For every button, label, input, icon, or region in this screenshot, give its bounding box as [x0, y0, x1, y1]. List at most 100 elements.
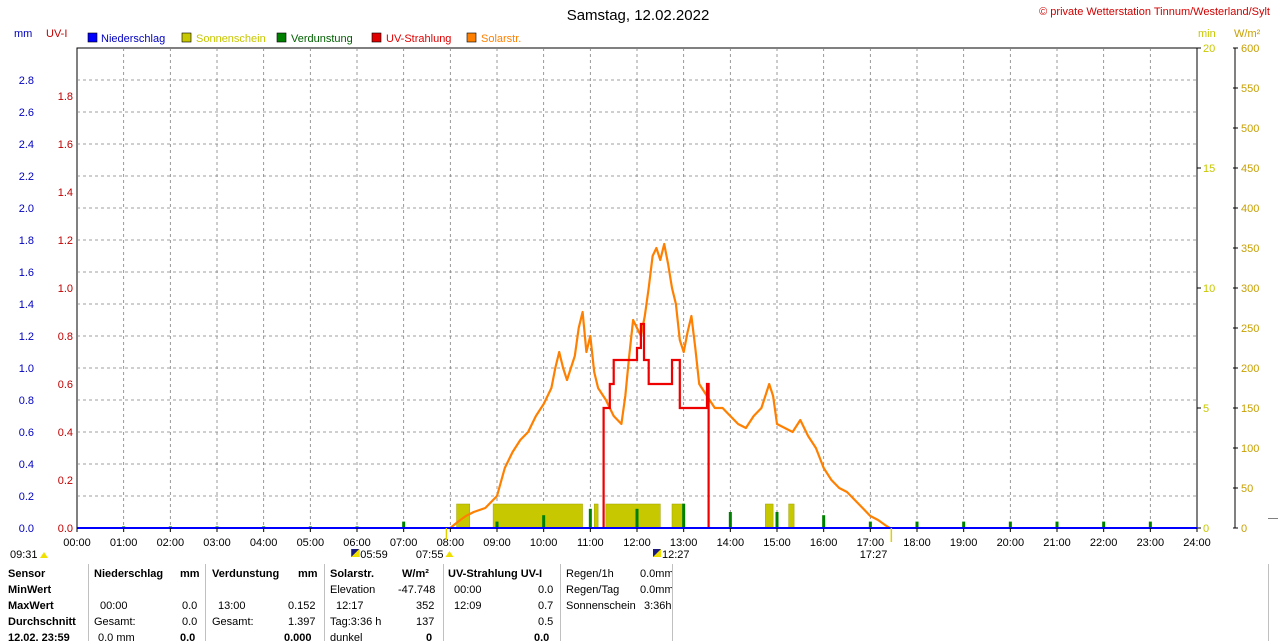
sunshine-series — [456, 503, 795, 529]
tick-label-wm2: 300 — [1241, 283, 1259, 295]
uv-header: UV-Strahlung UV-I — [448, 568, 543, 580]
tick-label-uvi: 0.2 — [58, 475, 73, 487]
column-separator — [88, 564, 89, 641]
sunrise-icon — [445, 551, 454, 557]
uv-max-time: 12:09 — [454, 600, 482, 612]
tick-label-min: 0 — [1203, 523, 1209, 535]
legend-label-niederschlag: Niederschlag — [101, 33, 165, 45]
tick-label-mm: 2.4 — [19, 139, 34, 151]
tick-label-wm2: 200 — [1241, 363, 1259, 375]
tick-label-time: 01:00 — [110, 537, 138, 549]
evaporation-spike — [962, 521, 966, 528]
evaporation-spike — [542, 515, 546, 528]
tick-label-time: 04:00 — [250, 537, 278, 549]
copyright-note: © private Wetterstation Tinnum/Westerlan… — [1039, 6, 1270, 18]
regen-1h-label: Regen/1h — [566, 568, 614, 580]
sensor-timestamp: 12.02. 23:59 — [8, 632, 70, 644]
tick-label-uvi: 0.0 — [58, 523, 73, 535]
tick-label-mm: 1.8 — [19, 235, 34, 247]
solar-unit: W/m² — [402, 568, 429, 580]
tick-label-time: 02:00 — [157, 537, 185, 549]
legend-label-sonnenschein: Sonnenschein — [196, 33, 266, 45]
uv-current-value: 0.0 — [534, 632, 550, 644]
axis-time-ticks: 00:00 01:00 02:00 03:00 04:00 05:00 06:00 07:00… — [63, 528, 1211, 549]
column-separator — [205, 564, 206, 641]
tick-label-time: 18:00 — [903, 537, 931, 549]
twilight-time-label: 05:59 — [360, 549, 388, 561]
sensor-maxwert: MaxWert — [8, 600, 54, 612]
column-separator — [324, 564, 325, 641]
solar-elevation-label: Elevation — [330, 584, 376, 596]
evaporation-spike — [915, 521, 919, 528]
half-sun-icon — [653, 549, 661, 557]
verdunstung-header: Verdunstung — [212, 568, 280, 580]
verdunstung-gesamt-label: Gesamt: — [212, 616, 254, 628]
tick-label-wm2: 150 — [1241, 403, 1259, 415]
regen-tag-label: Regen/Tag — [566, 584, 620, 596]
legend-label-uv: UV-Strahlung — [386, 33, 451, 45]
evaporation-spike — [728, 512, 732, 528]
column-separator — [560, 564, 561, 641]
tick-label-time: 15:00 — [763, 537, 791, 549]
tick-label-mm: 0.8 — [19, 395, 34, 407]
solar-current-label: dunkel — [330, 632, 363, 644]
legend-label-verdunstung: Verdunstung — [291, 33, 353, 45]
column-separator — [443, 564, 444, 641]
niederschlag-max-value: 0.0 — [182, 600, 198, 612]
verdunstung-unit: mm — [298, 568, 318, 580]
tick-label-time: 17:00 — [857, 537, 885, 549]
evaporation-spike — [495, 521, 499, 528]
uv-max-value: 0.7 — [538, 600, 554, 612]
niederschlag-header: Niederschlag — [94, 568, 164, 580]
niederschlag-unit: mm — [180, 568, 200, 580]
half-sun-icon — [351, 549, 360, 557]
tick-label-time: 14:00 — [717, 537, 745, 549]
tick-label-wm2: 50 — [1241, 483, 1253, 495]
tick-label-min: 5 — [1203, 403, 1209, 415]
axis-unit-wm2: W/m² — [1234, 28, 1261, 40]
tick-label-wm2: 550 — [1241, 83, 1259, 95]
solar-series — [449, 242, 891, 529]
tick-label-mm: 2.2 — [19, 171, 34, 183]
legend-swatch-uv — [371, 32, 382, 43]
tick-label-time: 24:00 — [1183, 537, 1211, 549]
tick-label-time: 07:00 — [390, 537, 418, 549]
uv-series — [602, 322, 710, 528]
evaporation-spike — [1008, 521, 1012, 528]
uv-min-value: 0.0 — [538, 584, 554, 596]
tick-label-wm2: 500 — [1241, 123, 1259, 135]
tick-label-time: 03:00 — [203, 537, 231, 549]
sunshine-bar — [605, 503, 661, 529]
tick-label-wm2: 0 — [1241, 523, 1247, 535]
chart-title: Samstag, 12.02.2022 — [567, 7, 710, 24]
tick-label-uvi: 1.0 — [58, 283, 73, 295]
evaporation-spike — [588, 508, 592, 528]
uv-line — [602, 322, 710, 528]
axis-unit-uvi: UV-I — [46, 28, 67, 40]
tick-label-mm: 2.0 — [19, 203, 34, 215]
summary-table: Sensor MinWert MaxWert Durchschnitt 12.0… — [0, 562, 1280, 644]
solar-day-label: Tag:3:36 h — [330, 616, 382, 628]
tick-label-min: 10 — [1203, 283, 1215, 295]
tick-label-time: 16:00 — [810, 537, 838, 549]
tick-label-wm2: 100 — [1241, 443, 1259, 455]
sensor-durchschnitt: Durchschnitt — [8, 616, 76, 628]
evaporation-spike — [1055, 521, 1059, 528]
sunshine-bar — [765, 503, 774, 529]
niederschlag-gesamt-value: 0.0 — [182, 616, 198, 628]
niederschlag-max-time: 00:00 — [100, 600, 128, 612]
tick-label-mm: 0.4 — [19, 459, 34, 471]
tick-label-uvi: 0.4 — [58, 427, 73, 439]
tick-label-time: 12:00 — [623, 537, 651, 549]
sonnenschein-value: 3:36h — [644, 600, 672, 612]
tick-label-min: 15 — [1203, 163, 1215, 175]
uv-min-time: 00:00 — [454, 584, 482, 596]
tick-label-time: 20:00 — [997, 537, 1025, 549]
scroll-marker[interactable] — [1268, 518, 1278, 519]
tick-label-time: 00:00 — [63, 537, 91, 549]
regen-1h-value: 0.0mm — [640, 568, 674, 580]
niederschlag-gesamt-label: Gesamt: — [94, 616, 136, 628]
tick-label-mm: 1.0 — [19, 363, 34, 375]
legend-swatch-sonnenschein — [181, 32, 192, 43]
tick-label-time: 13:00 — [670, 537, 698, 549]
